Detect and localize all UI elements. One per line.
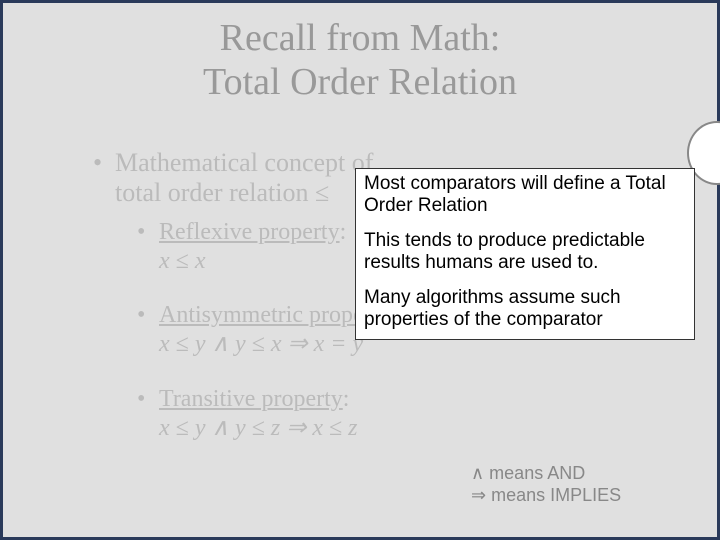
- legend-and: ∧ means AND: [471, 463, 701, 485]
- overlay-note: Most comparators will define a Total Ord…: [355, 168, 695, 340]
- main-bullet-line2: total order relation: [115, 178, 315, 207]
- leq-symbol: ≤: [315, 178, 329, 207]
- overlay-paragraph-3: Many algorithms assume such properties o…: [364, 287, 686, 332]
- bullet-dot: •: [137, 301, 159, 330]
- overlay-paragraph-1: Most comparators will define a Total Ord…: [364, 173, 686, 218]
- bullet-dot: •: [137, 385, 159, 414]
- slide: Recall from Math: Total Order Relation •…: [0, 0, 720, 540]
- main-bullet-line1: Mathematical concept of: [115, 148, 373, 177]
- transitive-colon: :: [343, 386, 350, 412]
- legend-implies: ⇒ means IMPLIES: [471, 485, 701, 507]
- reflexive-colon: :: [340, 219, 347, 245]
- slide-title: Recall from Math: Total Order Relation: [3, 3, 717, 104]
- symbol-legend: ∧ means AND ⇒ means IMPLIES: [471, 463, 701, 506]
- transitive-bullet: •Transitive property:: [137, 385, 653, 414]
- title-line-2: Total Order Relation: [3, 61, 717, 105]
- transitive-formula: x ≤ y ∧ y ≤ z ⇒ x ≤ z: [137, 414, 653, 443]
- overlay-paragraph-2: This tends to produce predictable result…: [364, 230, 686, 275]
- antisymmetric-label: Antisymmetric prope: [159, 302, 364, 328]
- transitive-label: Transitive property: [159, 386, 343, 412]
- bullet-dot: •: [93, 148, 115, 178]
- reflexive-label: Reflexive property: [159, 219, 340, 245]
- title-line-1: Recall from Math:: [3, 17, 717, 61]
- bullet-dot: •: [137, 218, 159, 247]
